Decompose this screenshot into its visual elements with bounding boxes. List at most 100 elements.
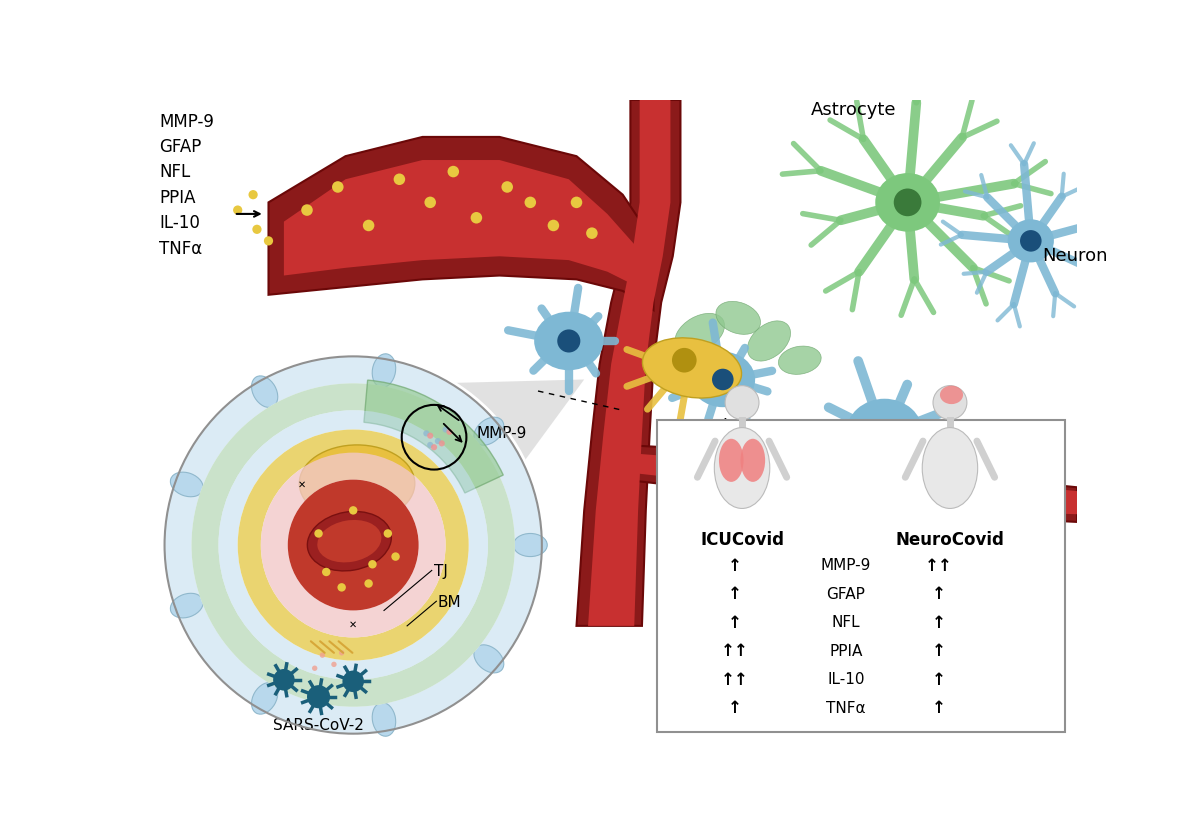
Text: TNFα: TNFα: [826, 701, 866, 716]
Text: NFL: NFL: [832, 616, 860, 631]
Circle shape: [443, 426, 449, 432]
Text: PPIA: PPIA: [160, 189, 196, 207]
Ellipse shape: [474, 645, 504, 673]
Circle shape: [712, 369, 733, 390]
Circle shape: [672, 348, 697, 372]
Text: MMP-9: MMP-9: [476, 426, 527, 441]
Circle shape: [288, 480, 419, 611]
Circle shape: [871, 421, 898, 446]
Circle shape: [161, 352, 546, 737]
Text: Astrocyte: Astrocyte: [811, 101, 896, 119]
Ellipse shape: [1008, 219, 1054, 262]
Circle shape: [218, 411, 488, 680]
Circle shape: [894, 188, 922, 217]
Circle shape: [502, 182, 512, 192]
Polygon shape: [284, 160, 638, 287]
Ellipse shape: [372, 702, 396, 736]
Circle shape: [342, 671, 364, 692]
Ellipse shape: [923, 427, 978, 508]
Circle shape: [446, 429, 452, 435]
Text: MMP-9: MMP-9: [821, 558, 871, 573]
Circle shape: [264, 237, 274, 246]
Circle shape: [571, 197, 582, 208]
Ellipse shape: [372, 354, 396, 387]
Ellipse shape: [170, 593, 203, 618]
Circle shape: [337, 583, 346, 591]
Text: ↑: ↑: [931, 642, 946, 661]
Text: Pericyte: Pericyte: [694, 418, 767, 436]
FancyBboxPatch shape: [658, 421, 1066, 732]
Ellipse shape: [714, 427, 769, 508]
Circle shape: [349, 506, 358, 515]
Circle shape: [192, 383, 515, 706]
Circle shape: [470, 212, 482, 223]
Text: NFL: NFL: [160, 163, 191, 182]
Ellipse shape: [299, 445, 415, 522]
Ellipse shape: [534, 312, 604, 370]
Circle shape: [725, 386, 758, 420]
Text: PPIA: PPIA: [829, 644, 863, 659]
Ellipse shape: [642, 338, 742, 398]
Circle shape: [312, 666, 317, 671]
Circle shape: [794, 440, 812, 458]
Ellipse shape: [940, 386, 964, 404]
Text: ICUCovid: ICUCovid: [700, 531, 784, 549]
Circle shape: [934, 386, 967, 420]
Circle shape: [365, 579, 373, 588]
Text: ↑↑: ↑↑: [924, 556, 953, 575]
Text: ↑↑: ↑↑: [720, 671, 749, 689]
Text: TJ: TJ: [434, 565, 448, 580]
Text: GFAP: GFAP: [160, 138, 202, 156]
Polygon shape: [623, 452, 1078, 514]
Circle shape: [362, 220, 374, 232]
Ellipse shape: [514, 533, 547, 556]
Ellipse shape: [703, 365, 734, 387]
Circle shape: [368, 560, 377, 568]
Text: ↑: ↑: [727, 699, 742, 717]
Wedge shape: [364, 380, 503, 493]
Ellipse shape: [740, 439, 766, 481]
Text: IL-10: IL-10: [160, 214, 200, 232]
Circle shape: [1020, 230, 1042, 252]
Ellipse shape: [748, 321, 791, 361]
Circle shape: [233, 206, 242, 215]
Circle shape: [331, 661, 337, 667]
Circle shape: [758, 431, 780, 451]
Text: ✕: ✕: [349, 619, 358, 629]
Ellipse shape: [474, 417, 504, 445]
Text: ↑: ↑: [931, 614, 946, 631]
Circle shape: [557, 329, 581, 352]
Polygon shape: [206, 380, 584, 495]
Circle shape: [218, 411, 488, 680]
Text: ✕: ✕: [298, 479, 306, 489]
Text: ↑↑: ↑↑: [720, 642, 749, 661]
Circle shape: [394, 173, 406, 185]
Text: ↑: ↑: [931, 699, 946, 717]
Circle shape: [425, 197, 436, 208]
Text: ↑: ↑: [727, 614, 742, 631]
Circle shape: [164, 357, 542, 734]
Text: Neuron: Neuron: [1043, 247, 1108, 265]
Ellipse shape: [252, 682, 277, 714]
Text: IL-10: IL-10: [827, 672, 865, 687]
Circle shape: [391, 552, 400, 561]
Circle shape: [248, 190, 258, 199]
Text: TNFα: TNFα: [160, 240, 203, 257]
Circle shape: [547, 220, 559, 232]
Ellipse shape: [846, 399, 923, 468]
Circle shape: [322, 568, 330, 576]
Polygon shape: [269, 137, 654, 310]
Circle shape: [427, 441, 433, 448]
Text: ↑: ↑: [727, 556, 742, 575]
Circle shape: [384, 529, 392, 538]
Polygon shape: [623, 445, 1078, 522]
Ellipse shape: [875, 173, 940, 232]
Ellipse shape: [674, 313, 725, 353]
Circle shape: [260, 452, 445, 637]
Circle shape: [314, 529, 323, 538]
Circle shape: [319, 652, 325, 658]
Ellipse shape: [690, 352, 755, 407]
Circle shape: [301, 204, 313, 216]
Ellipse shape: [719, 439, 744, 481]
Text: GFAP: GFAP: [827, 586, 865, 601]
